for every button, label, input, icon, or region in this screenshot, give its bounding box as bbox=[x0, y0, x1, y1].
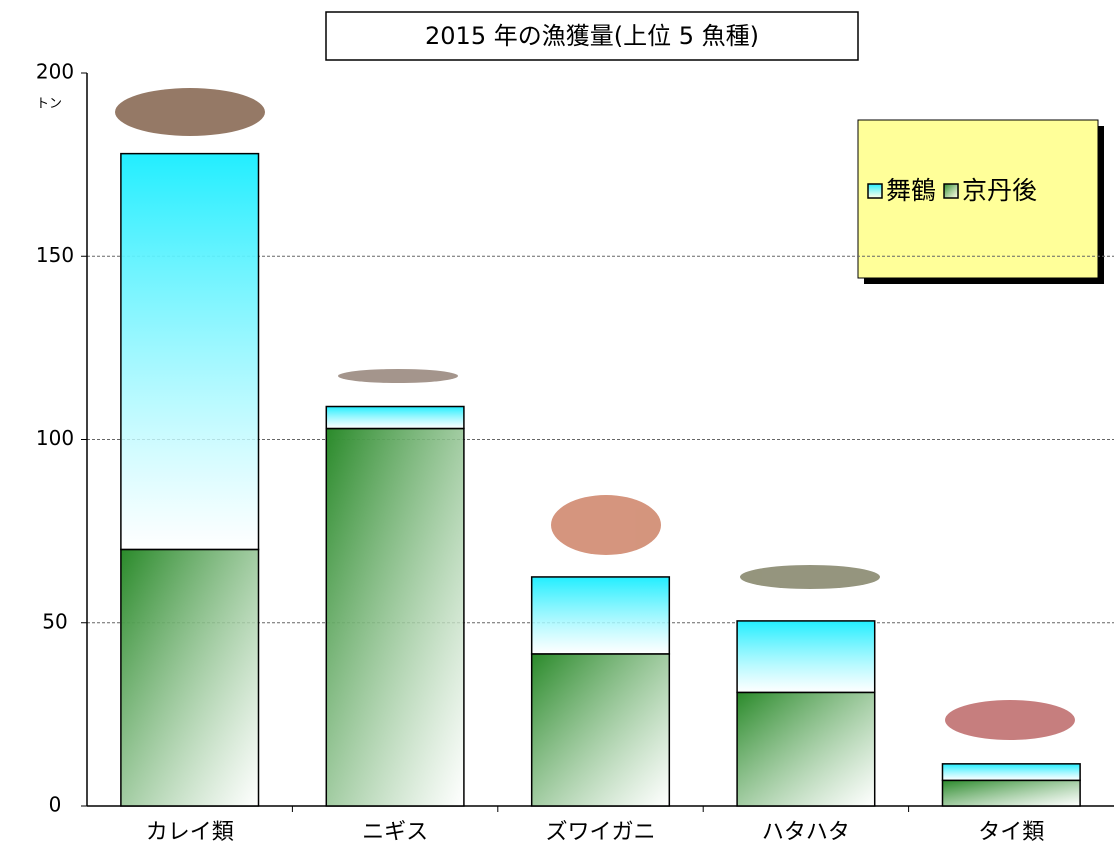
legend-label: 京丹後 bbox=[962, 176, 1037, 205]
y-tick-label: 100 bbox=[36, 426, 74, 450]
legend-box bbox=[857, 119, 1099, 279]
fish-icon bbox=[945, 700, 1075, 740]
x-tick-label: ハタハタ bbox=[762, 820, 850, 845]
bar-segment bbox=[736, 620, 876, 694]
bar-segment bbox=[325, 405, 465, 430]
bar-segment bbox=[120, 548, 260, 807]
chart-title: 2015 年の漁獲量(上位 5 魚種) bbox=[425, 22, 759, 50]
bar-segment bbox=[530, 653, 671, 807]
x-tick-label: カレイ類 bbox=[146, 820, 234, 845]
legend-swatch bbox=[867, 183, 883, 199]
bar-segment bbox=[325, 427, 465, 807]
x-tick-label: ニギス bbox=[362, 820, 428, 845]
y-unit: トン bbox=[36, 97, 62, 112]
crab-icon bbox=[551, 495, 661, 555]
fish-icon bbox=[740, 565, 880, 589]
y-tick-label: 50 bbox=[42, 609, 67, 633]
legend-label: 舞鶴 bbox=[886, 176, 936, 205]
bar-segment bbox=[941, 779, 1081, 807]
y-tick-label: 0 bbox=[49, 793, 62, 817]
y-tick-label: 200 bbox=[36, 60, 74, 84]
fish-icons bbox=[115, 88, 1075, 740]
x-tick-label: タイ類 bbox=[978, 820, 1044, 845]
bar-segment bbox=[120, 152, 260, 551]
fish-icon bbox=[115, 88, 265, 136]
bar-segment bbox=[941, 763, 1081, 782]
x-tick-label: ズワイガニ bbox=[545, 820, 655, 845]
fish-icon bbox=[338, 369, 458, 383]
legend-swatch bbox=[943, 183, 959, 199]
bar-segment bbox=[736, 691, 876, 807]
bar-segment bbox=[530, 576, 671, 655]
legend: 舞鶴 京丹後 bbox=[867, 176, 1037, 205]
y-tick-label: 150 bbox=[36, 243, 74, 267]
title-box bbox=[325, 11, 859, 61]
